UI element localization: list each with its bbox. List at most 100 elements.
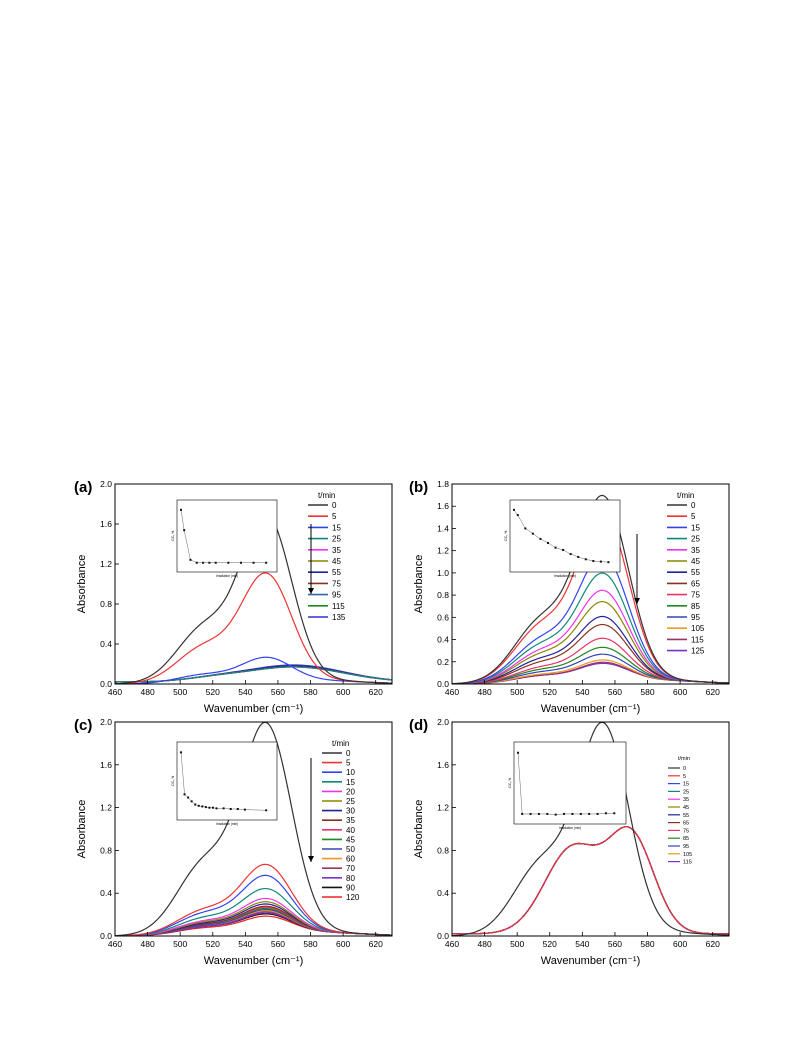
- x-tick-label: 460: [108, 687, 122, 697]
- inset-point: [599, 560, 602, 563]
- legend-label-65: 65: [691, 579, 700, 588]
- y-axis-title: Absorbance: [76, 555, 88, 614]
- x-axis-title: Wavenumber (cm⁻¹): [204, 955, 304, 967]
- x-tick-label: 620: [706, 939, 720, 949]
- x-tick-label: 580: [640, 687, 654, 697]
- legend-label-50: 50: [346, 845, 355, 854]
- y-tick-label: 1.4: [437, 523, 449, 533]
- legend-title: t/min: [332, 739, 349, 748]
- x-tick-label: 540: [575, 687, 589, 697]
- inset-point: [562, 548, 565, 551]
- inset-point: [214, 561, 217, 564]
- legend-label-35: 35: [683, 797, 689, 803]
- y-axis-title: Absorbance: [413, 555, 425, 614]
- inset-line: [180, 752, 267, 811]
- legend-label-80: 80: [346, 874, 355, 883]
- x-tick-label: 520: [206, 687, 220, 697]
- inset-point: [208, 561, 211, 564]
- series-line-25: [452, 572, 729, 684]
- inset-y-label: C/C₀ %: [171, 531, 175, 542]
- series-line-95: [452, 826, 729, 935]
- y-tick-label: 0.0: [100, 679, 112, 689]
- legend-label-85: 85: [691, 602, 700, 611]
- y-tick-label: 0.8: [437, 845, 449, 855]
- y-tick-label: 0.4: [437, 888, 449, 898]
- x-tick-label: 580: [640, 939, 654, 949]
- x-tick-label: 620: [369, 687, 383, 697]
- y-tick-label: 1.2: [100, 559, 112, 569]
- x-axis-title: Wavenumber (cm⁻¹): [541, 955, 641, 967]
- legend-label-55: 55: [691, 568, 700, 577]
- inset-chart: Irradiation (min) C/C₀ %: [171, 499, 278, 578]
- x-tick-label: 560: [608, 687, 622, 697]
- inset-point: [227, 561, 230, 564]
- legend-label-35: 35: [332, 546, 341, 555]
- inset-point: [202, 561, 205, 564]
- x-tick-label: 520: [206, 939, 220, 949]
- inset-point: [239, 561, 242, 564]
- legend-label-90: 90: [346, 883, 355, 892]
- y-tick-label: 1.6: [100, 760, 112, 770]
- y-tick-label: 1.2: [437, 546, 449, 556]
- inset-line: [513, 509, 609, 563]
- legend-label-25: 25: [332, 535, 341, 544]
- inset-point: [194, 803, 197, 806]
- inset-point: [607, 561, 610, 564]
- inset-chart: Irradiation (min) C/C₀ %: [171, 741, 278, 826]
- trend-arrow-head: [634, 598, 640, 604]
- inset-point: [183, 793, 186, 796]
- legend-label-5: 5: [691, 512, 696, 521]
- inset-point: [521, 812, 524, 815]
- y-axis-title: Absorbance: [413, 800, 425, 859]
- x-tick-label: 560: [608, 939, 622, 949]
- y-tick-label: 0.6: [437, 612, 449, 622]
- x-tick-label: 500: [510, 687, 524, 697]
- x-tick-label: 600: [673, 939, 687, 949]
- legend-label-0: 0: [332, 501, 337, 510]
- inset-point: [229, 808, 232, 810]
- inset-point: [265, 809, 268, 812]
- inset-x-label: Irradiation (min): [216, 574, 238, 578]
- inset-x-label: Irradiation (min): [554, 574, 576, 578]
- legend-label-5: 5: [332, 512, 337, 521]
- x-tick-label: 560: [271, 687, 285, 697]
- inset-point: [513, 508, 515, 511]
- legend-label-65: 65: [683, 821, 689, 827]
- legend-label-45: 45: [332, 557, 341, 566]
- legend-label-25: 25: [691, 535, 700, 544]
- legend-label-0: 0: [691, 501, 696, 510]
- panel-label: (a): [74, 479, 92, 496]
- series-line-5: [452, 826, 729, 935]
- inset-point: [588, 812, 591, 815]
- series-line-0: [115, 722, 392, 936]
- y-tick-label: 1.6: [437, 501, 449, 511]
- legend-label-75: 75: [332, 579, 341, 588]
- trend-arrow-head: [308, 856, 314, 862]
- x-tick-label: 480: [477, 939, 491, 949]
- x-tick-label: 460: [445, 687, 459, 697]
- legend-label-45: 45: [683, 805, 689, 811]
- inset-point: [215, 807, 218, 810]
- y-tick-label: 1.6: [437, 760, 449, 770]
- plot-frame: [114, 483, 393, 685]
- inset-frame: [509, 499, 621, 573]
- inset-point: [563, 812, 566, 815]
- inset-point: [529, 812, 532, 815]
- x-tick-label: 500: [510, 939, 524, 949]
- legend-label-75: 75: [683, 828, 689, 834]
- inset-chart: Irradiation (min) C/C₀ %: [504, 499, 621, 578]
- y-tick-label: 0.2: [437, 657, 449, 667]
- legend-label-60: 60: [346, 855, 355, 864]
- legend-label-25: 25: [346, 797, 355, 806]
- inset-point: [569, 553, 572, 556]
- inset-point: [180, 751, 182, 754]
- inset-point: [243, 808, 246, 811]
- legend-title: t/min: [677, 491, 694, 500]
- inset-chart: Irradiation (min) C/C₀ %: [508, 741, 627, 830]
- y-tick-label: 0.4: [100, 639, 112, 649]
- y-tick-label: 2.0: [100, 479, 112, 489]
- series-line-15: [452, 826, 729, 935]
- x-tick-label: 500: [173, 687, 187, 697]
- legend-label-5: 5: [346, 759, 351, 768]
- legend-label-75: 75: [691, 591, 700, 600]
